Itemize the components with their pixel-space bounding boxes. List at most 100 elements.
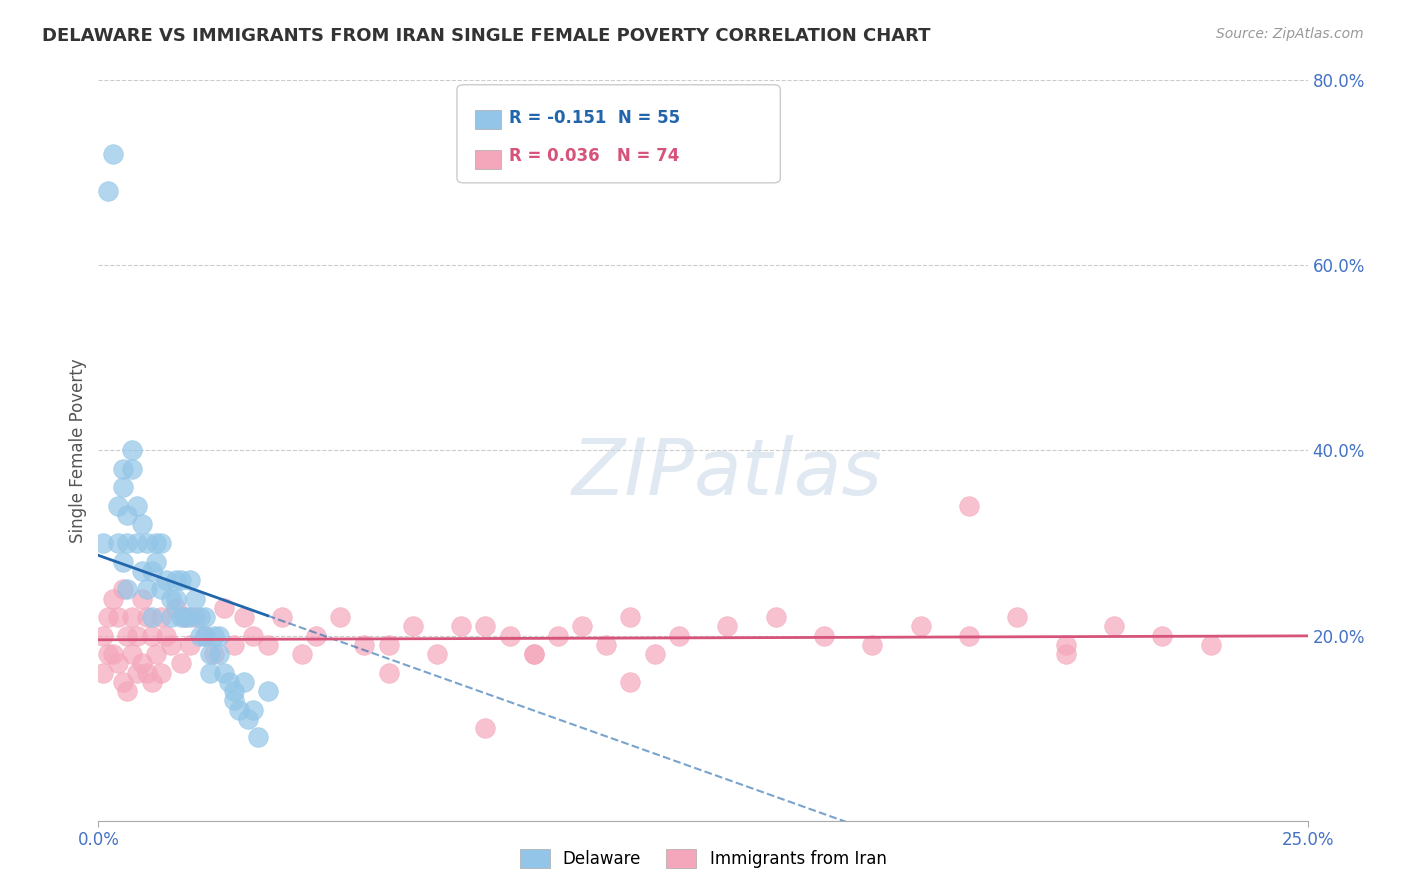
- Point: [402, 619, 425, 633]
- Point: [117, 536, 139, 550]
- Point: [377, 638, 399, 652]
- Point: [169, 657, 191, 671]
- Point: [91, 665, 114, 680]
- Point: [957, 499, 980, 513]
- Point: [256, 638, 278, 652]
- Point: [121, 647, 143, 661]
- Point: [169, 573, 191, 587]
- Point: [107, 610, 129, 624]
- Point: [212, 665, 235, 680]
- Point: [117, 628, 139, 642]
- Point: [101, 147, 124, 161]
- Point: [232, 674, 254, 689]
- Point: [165, 600, 187, 615]
- Point: [910, 619, 932, 633]
- Point: [165, 573, 187, 587]
- Point: [1152, 628, 1174, 642]
- Point: [160, 610, 183, 624]
- Point: [498, 628, 520, 642]
- Point: [135, 536, 157, 550]
- Point: [619, 674, 641, 689]
- Point: [198, 665, 221, 680]
- Point: [97, 610, 120, 624]
- Point: [619, 610, 641, 624]
- Point: [860, 638, 883, 652]
- Point: [155, 573, 177, 587]
- Point: [1102, 619, 1125, 633]
- Text: ZIPatlas: ZIPatlas: [572, 434, 883, 511]
- Point: [238, 712, 260, 726]
- Point: [474, 721, 496, 735]
- Point: [101, 591, 124, 606]
- Point: [97, 647, 120, 661]
- Point: [194, 628, 217, 642]
- Point: [222, 684, 245, 698]
- Point: [169, 610, 191, 624]
- Point: [813, 628, 835, 642]
- Point: [145, 554, 167, 569]
- Point: [228, 703, 250, 717]
- Point: [155, 628, 177, 642]
- Text: Source: ZipAtlas.com: Source: ZipAtlas.com: [1216, 27, 1364, 41]
- Point: [179, 610, 201, 624]
- Point: [174, 610, 197, 624]
- Point: [204, 647, 226, 661]
- Point: [256, 684, 278, 698]
- Point: [145, 647, 167, 661]
- Point: [150, 610, 173, 624]
- Point: [595, 638, 617, 652]
- Point: [111, 554, 134, 569]
- Legend: Delaware, Immigrants from Iran: Delaware, Immigrants from Iran: [513, 842, 893, 875]
- Point: [329, 610, 352, 624]
- Point: [450, 619, 472, 633]
- Point: [184, 610, 207, 624]
- Point: [127, 628, 149, 642]
- Point: [179, 573, 201, 587]
- Point: [957, 628, 980, 642]
- Point: [160, 591, 183, 606]
- Text: DELAWARE VS IMMIGRANTS FROM IRAN SINGLE FEMALE POVERTY CORRELATION CHART: DELAWARE VS IMMIGRANTS FROM IRAN SINGLE …: [42, 27, 931, 45]
- Point: [184, 591, 207, 606]
- Point: [127, 499, 149, 513]
- Point: [150, 665, 173, 680]
- Point: [1054, 638, 1077, 652]
- Point: [271, 610, 294, 624]
- Point: [571, 619, 593, 633]
- Point: [353, 638, 375, 652]
- Point: [160, 638, 183, 652]
- Point: [111, 481, 134, 495]
- Y-axis label: Single Female Poverty: Single Female Poverty: [69, 359, 87, 542]
- Point: [135, 610, 157, 624]
- Point: [101, 647, 124, 661]
- Point: [222, 638, 245, 652]
- Point: [111, 462, 134, 476]
- Point: [242, 703, 264, 717]
- Point: [765, 610, 787, 624]
- Point: [1199, 638, 1222, 652]
- Point: [165, 591, 187, 606]
- Point: [305, 628, 328, 642]
- Point: [127, 536, 149, 550]
- Point: [222, 693, 245, 707]
- Point: [117, 508, 139, 523]
- Point: [204, 628, 226, 642]
- Point: [117, 684, 139, 698]
- Point: [1054, 647, 1077, 661]
- Point: [91, 628, 114, 642]
- Point: [644, 647, 666, 661]
- Text: R = 0.036   N = 74: R = 0.036 N = 74: [509, 147, 679, 165]
- Point: [1007, 610, 1029, 624]
- Point: [121, 462, 143, 476]
- Point: [194, 628, 217, 642]
- Point: [218, 674, 240, 689]
- Point: [97, 184, 120, 198]
- Point: [107, 536, 129, 550]
- Point: [131, 517, 153, 532]
- Text: R = -0.151  N = 55: R = -0.151 N = 55: [509, 109, 681, 127]
- Point: [232, 610, 254, 624]
- Point: [212, 600, 235, 615]
- Point: [91, 536, 114, 550]
- Point: [131, 564, 153, 578]
- Point: [141, 674, 163, 689]
- Point: [141, 628, 163, 642]
